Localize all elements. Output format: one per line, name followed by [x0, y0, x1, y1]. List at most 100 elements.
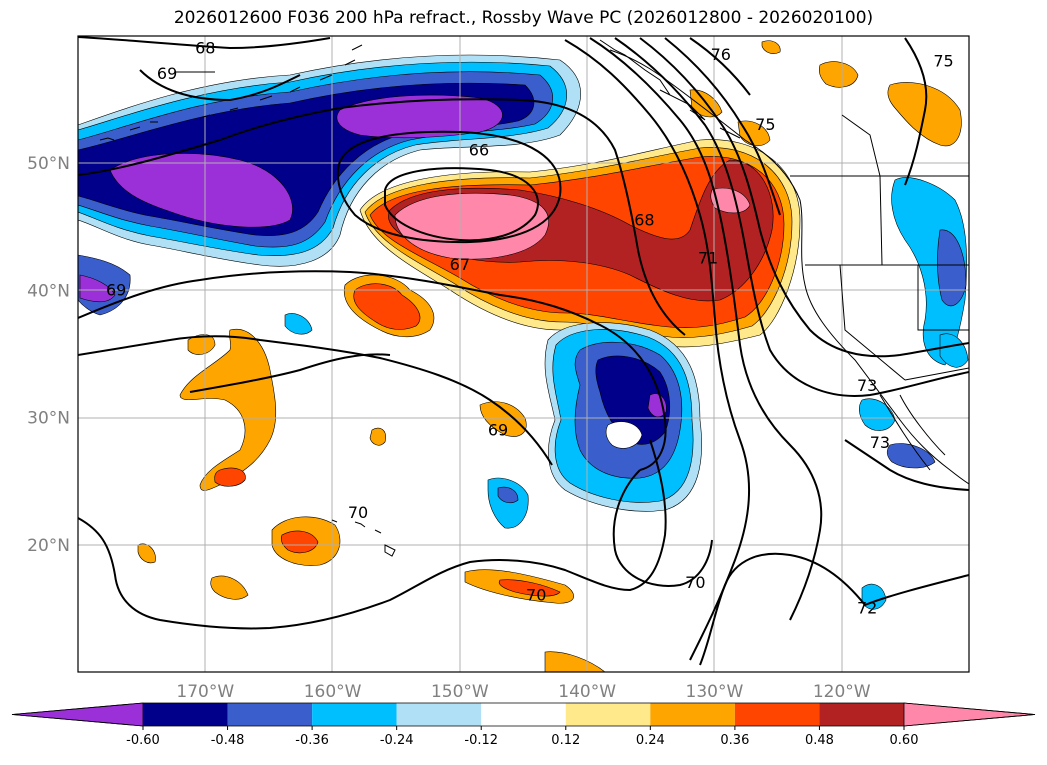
colorbar-tick-label: -0.60 [126, 733, 160, 748]
aleutian-islands [99, 44, 363, 141]
contour-label: 73 [857, 376, 877, 395]
colorbar-extend-max [903, 702, 1036, 727]
shaded-field [78, 40, 969, 672]
colorbar-swatch [650, 703, 735, 726]
contour-75-east [904, 37, 928, 186]
negative-blob-east [859, 398, 896, 431]
contour-label: 67 [450, 255, 470, 274]
colorbar-swatch [734, 703, 820, 726]
contour-69b [78, 335, 553, 466]
mexico-border [904, 367, 969, 381]
contour-72 [589, 37, 823, 621]
positive-blob [179, 328, 277, 491]
positive-blob [214, 467, 246, 487]
contour-label: 72 [857, 598, 877, 617]
positive-blob-coast [737, 120, 771, 147]
map-frame [77, 35, 970, 673]
colorbar-swatch [312, 703, 397, 726]
positive-blob [498, 579, 561, 597]
contour-74 [639, 37, 969, 358]
positive-blob [187, 334, 216, 355]
lat-tick-label: 30°N [27, 409, 70, 429]
negative-blob [497, 486, 519, 504]
negative-blob-east [937, 229, 967, 307]
contour-label: 76 [711, 45, 731, 64]
colorbar-tick-label: 0.60 [890, 733, 919, 748]
contour-70-se [612, 469, 713, 587]
colorbar: -0.60 -0.48 -0.36 -0.24 -0.12 0.12 0.24 0.36 0.4… [11, 702, 1036, 748]
negative-band-purple [109, 153, 293, 228]
north-america-coast [609, 49, 969, 485]
colorbar-tick-label: -0.24 [380, 733, 414, 748]
map-plot-area: 68 69 66 67 68 71 76 75 75 69 70 70 70 72 73 73 69 [78, 36, 969, 672]
contour-label: 70 [685, 573, 705, 592]
colorbar-swatch [819, 703, 904, 726]
state-border [917, 265, 969, 331]
lon-tick-label: 120°W [813, 682, 871, 702]
contour-lines [78, 36, 969, 666]
positive-blob [137, 543, 156, 564]
lon-tick-label: 130°W [686, 682, 744, 702]
map-title: 2026012600 F036 200 hPa refract., Rossby… [173, 8, 874, 28]
positive-blob [210, 575, 249, 600]
contour-label: 69 [106, 280, 126, 299]
colorbar-swatch [396, 703, 482, 726]
colorbar-tick-label: 0.36 [720, 733, 749, 748]
contour-label: 69 [488, 420, 508, 439]
negative-blob-east [939, 333, 969, 368]
negative-blob [284, 313, 313, 335]
positive-blob-ne [761, 40, 781, 54]
colorbar-swatch [481, 703, 566, 726]
colorbar-tick-label: -0.36 [295, 733, 329, 748]
lon-tick-label: 140°W [558, 682, 616, 702]
contour-label: 71 [698, 249, 718, 268]
contour-68 [78, 36, 331, 50]
colorbar-swatch [565, 703, 651, 726]
contour-72-south [699, 552, 969, 666]
negative-band-purple-2 [336, 94, 503, 139]
positive-blob [544, 651, 606, 672]
longitude-labels: 170°W 160°W 150°W 140°W 130°W 120°W [176, 682, 870, 702]
contour-label: 66 [469, 140, 489, 159]
colorbar-tick-label: -0.48 [211, 733, 245, 748]
contour-label: 69 [157, 64, 177, 83]
baja-coast [879, 394, 946, 471]
positive-core-pink [394, 192, 549, 260]
colorbar-swatch [227, 703, 313, 726]
positive-blob-ne [818, 61, 859, 88]
contour-66 [336, 130, 562, 244]
colorbar-extend-min [11, 702, 144, 727]
colorbar-tick-label: 0.24 [636, 733, 665, 748]
contour-label: 70 [526, 586, 546, 605]
positive-blob [479, 401, 527, 437]
positive-blob [369, 427, 386, 446]
contour-label: 75 [933, 51, 953, 70]
negative-hole [605, 421, 643, 449]
hawaii-islands [331, 519, 396, 557]
lon-tick-label: 150°W [431, 682, 489, 702]
canada-province-border [841, 114, 881, 177]
lon-tick-label: 170°W [176, 682, 234, 702]
contour-73-sw [844, 439, 969, 491]
contour-67 [384, 167, 539, 242]
contour-70 [78, 439, 667, 630]
negative-blob-east [886, 443, 936, 469]
lat-tick-label: 50°N [27, 154, 70, 174]
contour-label: 73 [870, 433, 890, 452]
contour-69 [78, 270, 667, 471]
lat-tick-label: 20°N [27, 536, 70, 556]
positive-blob [280, 530, 319, 554]
colorbar-tick-label: -0.12 [464, 733, 498, 748]
state-border [879, 175, 883, 266]
colorbar-tick-label: 0.12 [551, 733, 580, 748]
contour-label-layer: 68 69 66 67 68 71 76 75 75 69 70 70 70 72 73 73 69 [106, 39, 954, 618]
lat-tick-label: 40°N [27, 281, 70, 301]
contour-69-north [139, 69, 301, 102]
contour-73 [614, 37, 969, 397]
contour-71 [564, 39, 751, 661]
contour-70-b [189, 353, 391, 393]
latitude-labels: 50°N 40°N 30°N 20°N [27, 154, 70, 556]
contour-label: 68 [195, 39, 215, 58]
positive-core-pink-2 [710, 187, 751, 214]
